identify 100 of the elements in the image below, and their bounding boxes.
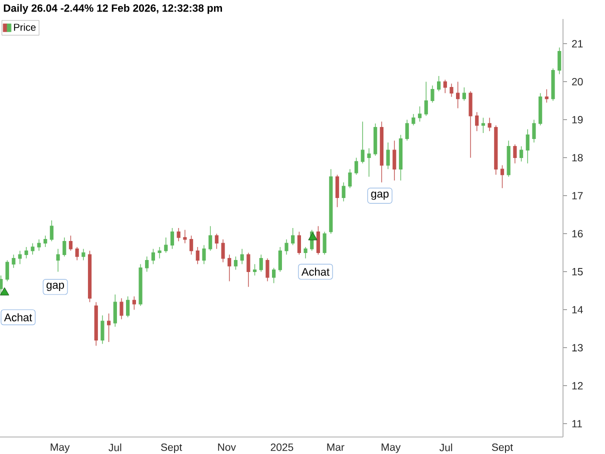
y-tick-label: 14 [572, 306, 583, 314]
candlestick [506, 140, 510, 178]
candlestick [151, 248, 156, 264]
candlestick [228, 254, 232, 282]
candlestick [196, 246, 200, 264]
y-tick-label: 16 [572, 230, 583, 238]
x-tick-label: Jul [440, 444, 452, 452]
candlestick [234, 256, 238, 270]
candlestick [30, 242, 34, 255]
candlestick [82, 248, 86, 261]
candlestick [335, 174, 340, 208]
candlestick [380, 121, 384, 183]
x-tick-label: May [50, 444, 70, 453]
candlestick [468, 90, 472, 158]
candlestick [252, 264, 257, 276]
candlestick [392, 140, 396, 181]
candlestick [367, 148, 371, 178]
candlestick [113, 294, 117, 328]
candlestick [170, 228, 174, 250]
candlestick [189, 235, 194, 255]
x-tick-label: Sept [492, 444, 513, 454]
candlestick [183, 230, 187, 244]
candlestick [532, 119, 536, 143]
candlestick [37, 239, 41, 252]
candlestick [266, 258, 270, 282]
candlestick [558, 47, 562, 74]
candlestick [348, 168, 352, 188]
candlestick [322, 231, 326, 255]
candlestick [544, 88, 548, 103]
candlestick [342, 182, 346, 202]
legend-label: Price [14, 23, 36, 31]
x-tick-label: Nov [218, 444, 236, 451]
candlestick [513, 144, 517, 164]
candlestick [329, 168, 333, 234]
y-tick-label: 17 [572, 192, 583, 200]
candlestick [120, 298, 124, 320]
candlestick [418, 106, 422, 122]
candlestick [386, 142, 390, 170]
candlestick [158, 246, 162, 259]
candlestick [68, 235, 73, 252]
candlestick [240, 248, 244, 264]
candlestick [538, 92, 542, 126]
y-tick-label: 19 [572, 116, 583, 124]
candlestick [481, 117, 486, 134]
candlestick [297, 231, 301, 255]
candlestick [278, 246, 282, 272]
candlestick [75, 246, 79, 261]
y-tick-label: 13 [572, 344, 583, 352]
candlestick [0, 275, 3, 295]
x-tick-label: Sept [161, 444, 182, 454]
candlestick [208, 226, 212, 252]
candlestick [494, 125, 498, 176]
candlestick [304, 246, 308, 259]
x-tick-label: Mar [327, 444, 344, 451]
candlestick [164, 237, 168, 254]
candlestick [176, 228, 180, 242]
candlestick [24, 246, 28, 259]
candlestick [246, 252, 250, 288]
candlestick [291, 228, 295, 246]
candlestick [94, 302, 98, 346]
candlestick [138, 264, 142, 306]
candlestick [450, 83, 454, 98]
x-tick-label: 2025 [270, 444, 294, 451]
candlestick [44, 235, 48, 248]
candlestick [443, 79, 447, 94]
candlestick [354, 157, 358, 176]
candlestick [405, 119, 409, 141]
candlestick [360, 121, 364, 164]
candlestick [456, 81, 460, 109]
y-tick-label: 11 [572, 420, 582, 428]
candlestick [88, 250, 92, 302]
candlestick [437, 76, 441, 92]
x-tick-label: Jul [108, 444, 122, 452]
candlestick [284, 239, 288, 255]
candlestick [259, 254, 263, 272]
candlestick [50, 220, 54, 242]
candlestick [132, 296, 136, 310]
candlestick [500, 164, 504, 188]
candlestick [62, 237, 66, 257]
annotation: gap [46, 282, 64, 291]
candlestick [106, 313, 111, 342]
candlestick [145, 256, 149, 272]
candlestick [520, 146, 524, 162]
candlestick [398, 134, 403, 181]
y-tick-label: 12 [572, 382, 583, 390]
chart-title: Daily 26.04 -2.44% 12 Feb 2026, 12:32:38 pm [4, 4, 222, 14]
candlestick [56, 248, 60, 272]
candlestick [551, 68, 555, 102]
candlestick [100, 315, 104, 344]
candlestick [475, 112, 479, 132]
candlestick [412, 114, 416, 126]
annotation: gap [371, 192, 389, 200]
candlestick [214, 233, 218, 250]
candlestick [221, 239, 225, 263]
annotation: Achat [4, 313, 32, 322]
y-tick-label: 18 [572, 154, 583, 162]
x-tick-label: May [382, 444, 401, 453]
candlestick [430, 85, 434, 103]
candlestick [424, 81, 428, 116]
candlestick [12, 254, 16, 268]
